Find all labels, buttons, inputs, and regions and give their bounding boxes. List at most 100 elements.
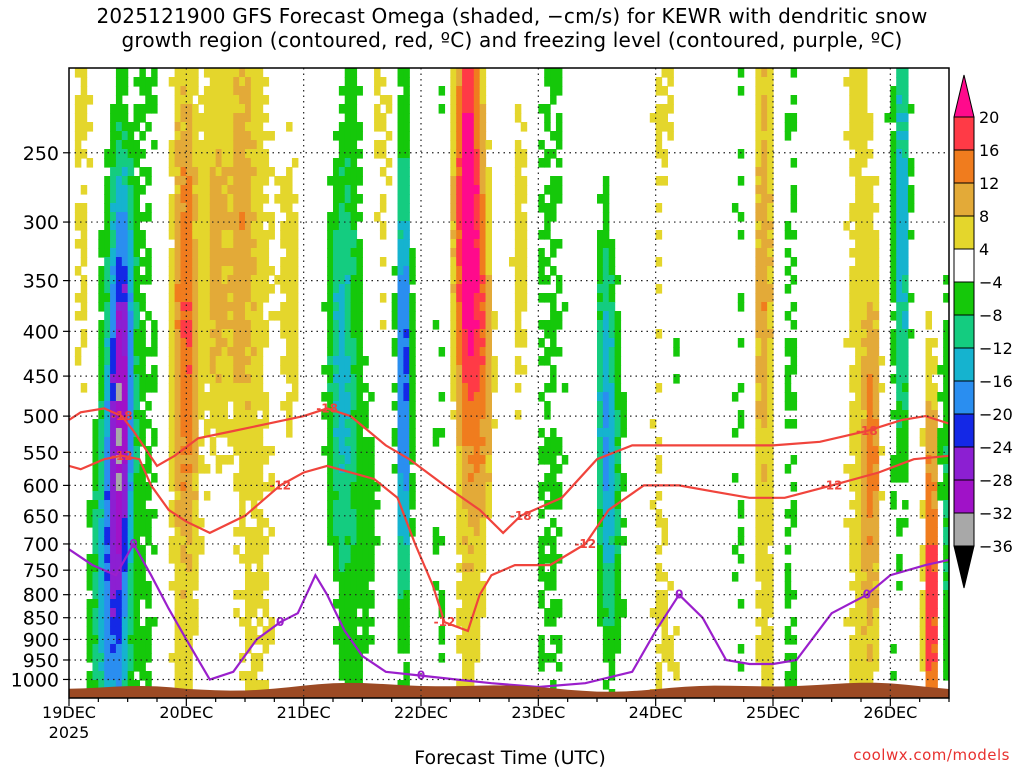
omega-cell	[333, 338, 340, 348]
omega-cell	[250, 185, 258, 195]
omega-cell	[550, 581, 557, 591]
omega-cell	[338, 185, 346, 195]
omega-cell	[250, 338, 258, 348]
omega-cell	[262, 149, 270, 159]
omega-cell	[550, 77, 557, 87]
omega-cell	[127, 464, 135, 474]
omega-cell	[872, 239, 880, 249]
omega-cell	[866, 653, 874, 663]
omega-cell	[403, 500, 410, 510]
omega-cell	[286, 401, 293, 411]
omega-cell	[861, 311, 868, 321]
x-axis-label: Forecast Time (UTC)	[414, 747, 605, 768]
omega-cell	[608, 266, 616, 276]
omega-cell	[737, 599, 745, 609]
omega-cell	[467, 518, 475, 528]
omega-cell	[203, 140, 211, 150]
omega-cell	[180, 527, 187, 537]
omega-cell	[356, 374, 363, 384]
omega-cell	[350, 590, 358, 600]
omega-cell	[550, 176, 557, 186]
omega-cell	[555, 86, 563, 96]
omega-cell	[849, 338, 856, 348]
omega-cell	[467, 104, 475, 114]
omega-cell	[333, 635, 340, 645]
omega-cell	[104, 464, 111, 474]
omega-cell	[614, 599, 622, 609]
omega-cell	[186, 428, 193, 438]
omega-cell	[256, 311, 264, 321]
omega-cell	[473, 284, 481, 294]
omega-cell	[438, 347, 446, 357]
omega-cell	[608, 572, 616, 582]
omega-cell	[350, 113, 358, 123]
omega-cell	[104, 374, 111, 384]
omega-cell	[198, 95, 205, 105]
omega-cell	[168, 392, 176, 402]
omega-cell	[456, 203, 463, 213]
omega-cell	[608, 248, 616, 258]
omega-cell	[209, 185, 217, 195]
omega-cell	[550, 320, 557, 330]
omega-cell	[931, 428, 938, 438]
omega-cell	[227, 338, 234, 348]
omega-cell	[127, 410, 135, 420]
omega-cell	[473, 293, 481, 303]
y-tick-label: 300	[23, 212, 59, 234]
omega-cell	[74, 203, 82, 213]
omega-cell	[479, 491, 487, 501]
omega-cell	[597, 608, 604, 618]
omega-cell	[755, 131, 762, 141]
omega-cell	[115, 104, 123, 114]
omega-cell	[245, 311, 252, 321]
omega-cell	[145, 374, 152, 384]
omega-cell	[462, 410, 469, 420]
omega-cell	[327, 230, 334, 240]
omega-cell	[245, 491, 252, 501]
omega-cell	[403, 626, 410, 636]
omega-cell	[438, 428, 446, 438]
omega-cell	[462, 509, 469, 519]
omega-cell	[385, 131, 393, 141]
omega-cell	[538, 158, 545, 168]
omega-cell	[655, 518, 663, 528]
omega-cell	[180, 239, 187, 249]
omega-cell	[385, 95, 393, 105]
omega-cell	[139, 347, 146, 357]
omega-cell	[198, 122, 205, 132]
omega-cell	[943, 572, 949, 582]
omega-cell	[121, 491, 129, 501]
omega-cell	[256, 149, 264, 159]
omega-cell	[239, 374, 246, 384]
omega-cell	[338, 653, 346, 663]
omega-cell	[608, 419, 616, 429]
omega-cell	[233, 95, 240, 105]
omega-cell	[896, 176, 903, 186]
omega-cell	[333, 320, 340, 330]
omega-cell	[115, 284, 123, 294]
omega-cell	[925, 464, 932, 474]
omega-cell	[110, 248, 117, 258]
omega-cell	[931, 581, 938, 591]
x-tick-label: 23DEC	[511, 703, 565, 722]
omega-cell	[931, 554, 938, 564]
omega-cell	[737, 212, 745, 222]
omega-cell	[872, 293, 880, 303]
omega-cell	[597, 554, 604, 564]
omega-cell	[597, 374, 604, 384]
omega-cell	[872, 437, 880, 447]
omega-cell	[403, 248, 410, 258]
omega-cell	[110, 446, 117, 456]
omega-cell	[849, 518, 856, 528]
omega-cell	[784, 221, 792, 231]
omega-cell	[174, 617, 182, 627]
omega-cell	[755, 509, 762, 519]
omega-cell	[362, 581, 369, 591]
omega-cell	[139, 356, 146, 366]
omega-cell	[761, 86, 768, 96]
omega-cell	[245, 284, 252, 294]
omega-cell	[139, 500, 146, 510]
omega-cell	[849, 374, 856, 384]
omega-cell	[661, 536, 668, 546]
omega-cell	[180, 392, 187, 402]
